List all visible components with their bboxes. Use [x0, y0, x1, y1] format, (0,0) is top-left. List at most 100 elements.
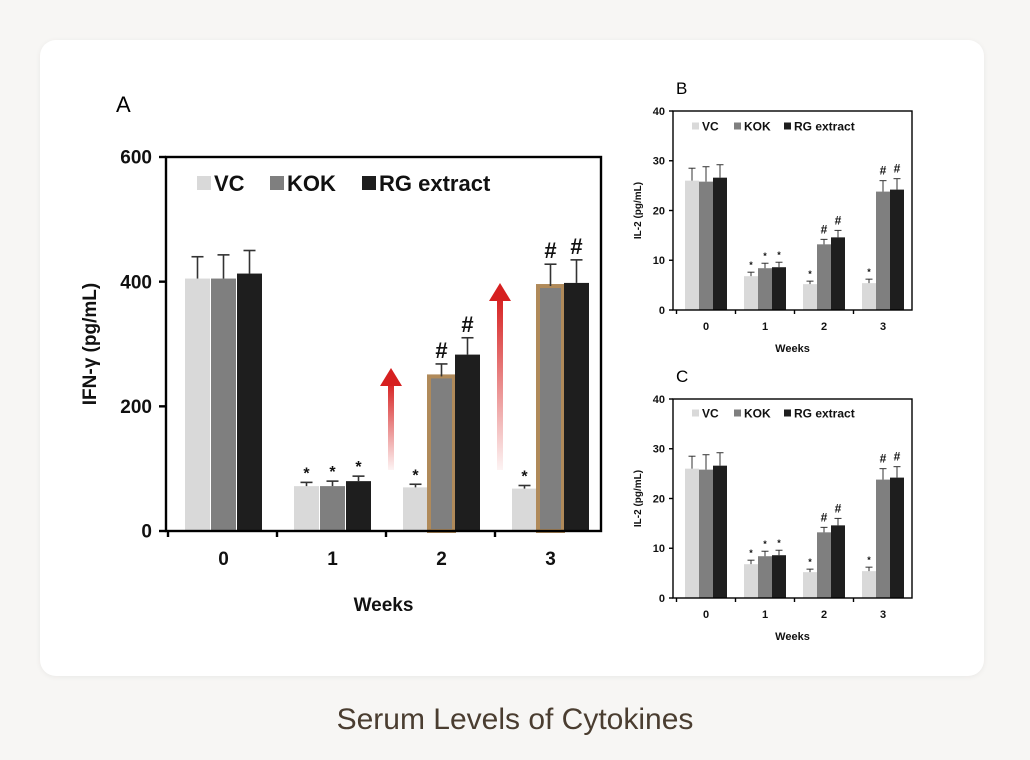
significance-mark-c: * — [749, 548, 753, 558]
significance-mark-b: * — [777, 250, 781, 260]
y-tick-label-b: 20 — [653, 205, 665, 217]
significance-mark-c: # — [880, 452, 887, 466]
legend-swatch-b — [784, 122, 791, 130]
bar-b-kok-week3 — [876, 191, 890, 310]
bar-b-vc-week0 — [685, 180, 699, 310]
bar-c-rg-extract-week2 — [831, 525, 845, 598]
bar-a-kok-week0 — [211, 278, 236, 531]
significance-mark-a: # — [461, 312, 473, 337]
significance-mark-b: * — [763, 251, 767, 261]
bar-b-vc-week2 — [803, 284, 817, 310]
significance-mark-b: # — [894, 162, 901, 176]
significance-mark-c: # — [835, 501, 842, 515]
significance-mark-b: * — [749, 260, 753, 270]
significance-mark-a: * — [303, 465, 310, 482]
x-tick-label-a: 3 — [545, 549, 556, 570]
legend-label-b: VC — [702, 119, 719, 133]
bar-b-vc-week3 — [862, 283, 876, 310]
x-tick-label-b: 0 — [703, 321, 709, 333]
legend-swatch-c — [734, 409, 741, 417]
bar-c-rg-extract-week1 — [772, 555, 786, 598]
y-tick-label-a: 0 — [141, 522, 152, 543]
y-tick-label-b: 40 — [653, 106, 665, 118]
x-tick-label-c: 1 — [762, 609, 768, 621]
legend-label-b: KOK — [744, 119, 771, 133]
legend-label-c: VC — [702, 406, 719, 420]
x-tick-label-c: 0 — [703, 609, 709, 621]
y-tick-label-c: 10 — [653, 543, 665, 555]
y-tick-label-b: 10 — [653, 255, 665, 267]
highlight-arrow-head — [380, 368, 402, 386]
significance-mark-a: # — [544, 238, 556, 263]
bar-a-rg-extract-week2 — [455, 354, 480, 531]
bar-c-kok-week0 — [699, 469, 713, 598]
y-tick-label-c: 0 — [659, 593, 665, 605]
y-tick-label-c: 30 — [653, 444, 665, 456]
bar-b-kok-week1 — [758, 268, 772, 310]
x-tick-label-a: 0 — [218, 549, 229, 570]
y-axis-label-b: IL-2 (pg/mL) — [633, 182, 644, 239]
bar-c-rg-extract-week3 — [890, 477, 904, 598]
bar-a-rg-extract-week3 — [564, 282, 589, 531]
bar-a-rg-extract-week0 — [237, 273, 262, 531]
legend-label-c: RG extract — [794, 406, 855, 420]
significance-mark-b: * — [808, 269, 812, 279]
bar-c-kok-week2 — [817, 532, 831, 598]
x-tick-label-c: 3 — [880, 609, 886, 621]
bar-a-kok-week2 — [427, 374, 456, 533]
bar-b-rg-extract-week0 — [713, 177, 727, 310]
bar-b-vc-week1 — [744, 276, 758, 310]
panel-label-c: C — [676, 367, 688, 386]
figure-caption: Serum Levels of Cytokines — [336, 703, 694, 736]
legend-swatch-b — [692, 122, 699, 130]
y-axis-label-c: IL-2 (pg/mL) — [633, 470, 644, 527]
bar-c-vc-week3 — [862, 571, 876, 598]
x-tick-label-b: 1 — [762, 321, 768, 333]
panel-label-a: A — [116, 92, 131, 117]
bar-a-vc-week0 — [185, 278, 210, 531]
x-tick-label-c: 2 — [821, 609, 827, 621]
bar-a-vc-week2 — [403, 487, 428, 531]
significance-mark-c: # — [894, 450, 901, 464]
y-tick-label-b: 30 — [653, 156, 665, 168]
legend-swatch-c — [784, 409, 791, 417]
significance-mark-a: # — [570, 234, 582, 259]
bar-b-kok-week0 — [699, 181, 713, 310]
y-axis-label-a: IFN-γ (pg/mL) — [80, 283, 101, 405]
significance-mark-b: # — [821, 222, 828, 236]
y-tick-label-a: 400 — [120, 272, 152, 293]
bar-c-rg-extract-week0 — [713, 465, 727, 598]
significance-mark-b: # — [835, 213, 842, 227]
legend-label-a: KOK — [287, 171, 336, 196]
bar-c-kok-week3 — [876, 479, 890, 598]
significance-mark-c: * — [763, 539, 767, 549]
bar-a-kok-week3 — [536, 284, 565, 533]
panel-label-b: B — [676, 79, 687, 98]
x-tick-label-a: 2 — [436, 549, 447, 570]
legend-label-a: RG extract — [379, 171, 491, 196]
bar-a-vc-week1 — [294, 486, 319, 531]
bar-c-vc-week2 — [803, 572, 817, 598]
significance-mark-a: * — [355, 459, 362, 476]
significance-mark-a: * — [412, 467, 419, 484]
highlight-arrow-head — [489, 283, 511, 301]
y-tick-label-c: 20 — [653, 493, 665, 505]
significance-mark-a: # — [435, 338, 447, 363]
significance-mark-a: * — [521, 468, 528, 485]
x-tick-label-a: 1 — [327, 549, 338, 570]
bar-b-rg-extract-week2 — [831, 237, 845, 310]
y-tick-label-a: 200 — [120, 397, 152, 418]
plot-frame-a — [164, 155, 603, 533]
x-axis-label-a: Weeks — [354, 595, 414, 616]
y-tick-label-a: 600 — [120, 148, 152, 169]
bar-b-kok-week2 — [817, 244, 831, 310]
legend-label-a: VC — [214, 171, 245, 196]
bar-b-rg-extract-week3 — [890, 189, 904, 310]
bar-a-rg-extract-week1 — [346, 481, 371, 531]
legend-swatch-a — [270, 176, 284, 190]
significance-mark-a: * — [329, 464, 336, 481]
legend-swatch-c — [692, 409, 699, 417]
highlight-arrow-shaft — [497, 297, 503, 470]
significance-mark-c: * — [808, 557, 812, 567]
